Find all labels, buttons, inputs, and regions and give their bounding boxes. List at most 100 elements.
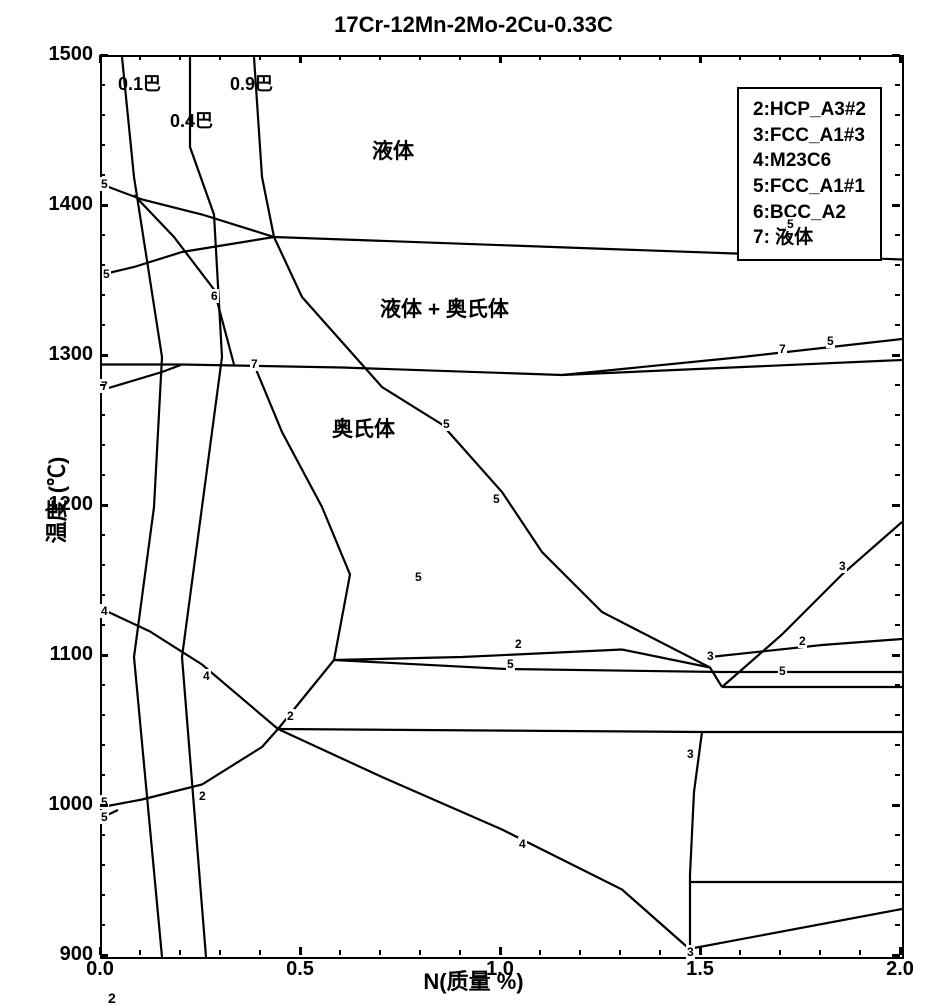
y-minor-tick: [100, 834, 105, 836]
phase-curve-iso04: [182, 57, 222, 957]
chart-title: 17Cr-12Mn-2Mo-2Cu-0.33C: [0, 12, 947, 38]
x-tick-mark: [499, 947, 502, 955]
y-minor-tick: [895, 534, 900, 536]
phase-curve-hline_1050: [278, 729, 902, 732]
x-minor-tick: [459, 950, 461, 955]
curve-number-label: 3: [706, 649, 715, 663]
legend-item: 7: 液体: [753, 225, 866, 251]
y-minor-tick: [100, 864, 105, 866]
y-tick-mark: [892, 804, 900, 807]
x-tick-mark: [99, 55, 102, 63]
x-minor-tick: [379, 950, 381, 955]
y-tick-mark: [100, 654, 108, 657]
y-minor-tick: [100, 144, 105, 146]
stray-number: 2: [108, 990, 116, 1006]
pressure-label: 0.4巴: [170, 107, 213, 133]
phase-curve-hline_1090_5: [334, 660, 902, 672]
x-minor-tick: [859, 55, 861, 60]
x-tick-mark: [699, 55, 702, 63]
y-tick-mark: [100, 204, 108, 207]
y-minor-tick: [895, 774, 900, 776]
curve-number-label: 4: [202, 669, 211, 683]
y-minor-tick: [100, 234, 105, 236]
x-tick-label: 1.0: [486, 958, 514, 981]
x-tick-mark: [99, 947, 102, 955]
curve-number-label: 7: [100, 379, 109, 393]
phase-curve-hline_1098: [334, 650, 710, 668]
x-minor-tick: [619, 55, 621, 60]
y-minor-tick: [895, 684, 900, 686]
curve-number-label: 5: [414, 570, 423, 584]
x-minor-tick: [539, 950, 541, 955]
curve-number-label: 5: [786, 217, 795, 231]
curve-number-label: 2: [798, 634, 807, 648]
y-minor-tick: [100, 84, 105, 86]
curve-number-label: 2: [514, 637, 523, 651]
phase-curve-line_930: [686, 909, 902, 950]
curve-number-label: 6: [210, 289, 219, 303]
x-minor-tick: [219, 950, 221, 955]
y-tick-mark: [892, 354, 900, 357]
x-minor-tick: [179, 55, 181, 60]
y-tick-mark: [100, 354, 108, 357]
x-minor-tick: [859, 950, 861, 955]
region-label: 奥氏体: [332, 413, 395, 443]
y-minor-tick: [100, 774, 105, 776]
y-minor-tick: [100, 474, 105, 476]
y-tick-mark: [100, 804, 108, 807]
y-tick-label: 900: [33, 943, 93, 966]
legend-item: 4:M23C6: [753, 148, 866, 174]
y-minor-tick: [895, 714, 900, 716]
x-minor-tick: [459, 55, 461, 60]
y-minor-tick: [895, 144, 900, 146]
y-tick-mark: [892, 654, 900, 657]
y-minor-tick: [100, 294, 105, 296]
x-minor-tick: [779, 950, 781, 955]
y-tick-label: 1300: [33, 343, 93, 366]
curve-number-label: 4: [518, 837, 527, 851]
x-tick-mark: [499, 55, 502, 63]
curve-number-label: 7: [778, 342, 787, 356]
y-tick-mark: [892, 504, 900, 507]
y-minor-tick: [895, 894, 900, 896]
y-minor-tick: [895, 474, 900, 476]
curve-number-label: 3: [838, 559, 847, 573]
y-tick-label: 1200: [33, 493, 93, 516]
phase-curve-curve4_upper: [102, 609, 278, 729]
phase-curve-vert_3: [690, 732, 702, 957]
x-tick-label: 2.0: [886, 958, 914, 981]
x-tick-label: 0.5: [286, 958, 314, 981]
y-minor-tick: [895, 294, 900, 296]
legend-item: 6:BCC_A2: [753, 200, 866, 226]
x-minor-tick: [259, 950, 261, 955]
y-minor-tick: [895, 324, 900, 326]
phase-curve-line7_upper: [562, 339, 902, 375]
phase-curve-line7_left: [102, 365, 182, 391]
y-minor-tick: [100, 444, 105, 446]
y-minor-tick: [100, 624, 105, 626]
y-minor-tick: [100, 564, 105, 566]
y-minor-tick: [100, 894, 105, 896]
y-minor-tick: [895, 564, 900, 566]
y-minor-tick: [895, 594, 900, 596]
x-minor-tick: [659, 55, 661, 60]
y-tick-label: 1500: [33, 43, 93, 66]
y-minor-tick: [100, 684, 105, 686]
phase-curve-curve4_low: [278, 729, 694, 957]
x-tick-label: 0.0: [86, 958, 114, 981]
y-minor-tick: [100, 594, 105, 596]
y-minor-tick: [895, 234, 900, 236]
x-minor-tick: [619, 950, 621, 955]
x-minor-tick: [259, 55, 261, 60]
curve-number-label: 5: [492, 492, 501, 506]
curve-number-label: 3: [686, 945, 695, 959]
x-minor-tick: [739, 950, 741, 955]
y-tick-label: 1400: [33, 193, 93, 216]
x-minor-tick: [579, 55, 581, 60]
pressure-label: 0.9巴: [230, 70, 273, 96]
x-tick-label: 1.5: [686, 958, 714, 981]
curve-number-label: 2: [286, 709, 295, 723]
x-minor-tick: [219, 55, 221, 60]
y-minor-tick: [895, 624, 900, 626]
legend-item: 5:FCC_A1#1: [753, 174, 866, 200]
